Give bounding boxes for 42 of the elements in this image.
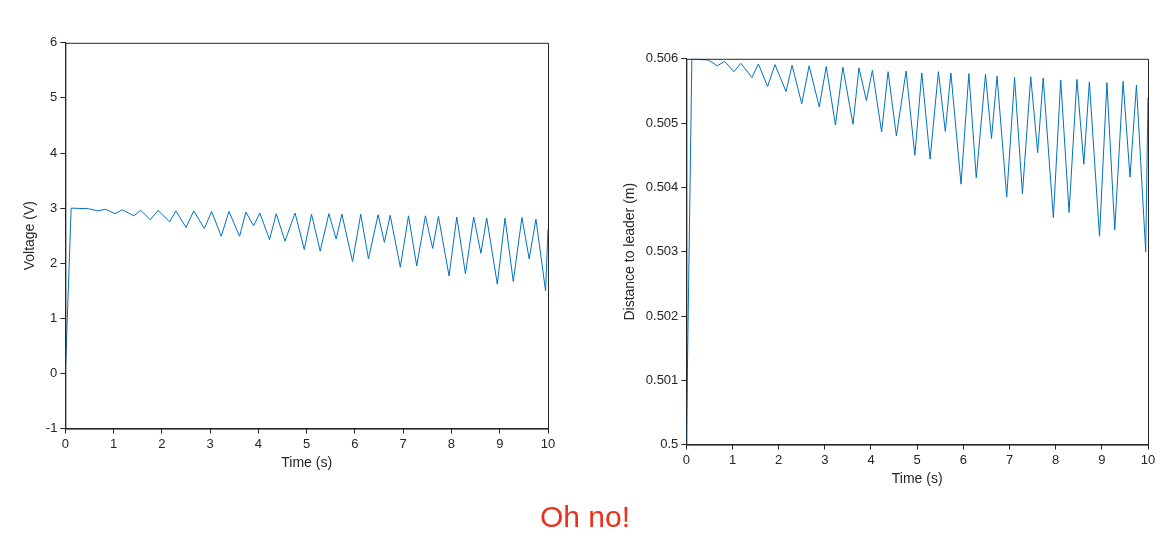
- x-tick-label: 7: [399, 435, 407, 451]
- y-tick-label: 5: [50, 89, 58, 105]
- x-axis-title: Time (s): [281, 454, 333, 471]
- y-tick-label: 4: [50, 144, 58, 160]
- y-tick-label: 0.501: [645, 371, 679, 387]
- y-axis-title: Voltage (V): [21, 201, 38, 271]
- x-tick-label: 4: [254, 435, 263, 451]
- x-tick-label: 0: [682, 451, 690, 467]
- x-tick-label: 2: [158, 435, 166, 451]
- x-tick-label: 9: [496, 435, 504, 451]
- y-tick-label: 0.506: [645, 50, 679, 66]
- y-tick-label: 1: [50, 309, 58, 325]
- y-tick-label: 0.5: [660, 436, 679, 452]
- y-tick-label: 0: [50, 365, 58, 381]
- x-tick-label: 2: [775, 451, 783, 467]
- y-tick-label: 2: [50, 254, 58, 270]
- x-tick-label: 10: [540, 435, 556, 451]
- x-tick-label: 5: [913, 451, 921, 467]
- x-axis-title: Time (s): [891, 470, 943, 487]
- x-tick-label: 10: [1140, 451, 1156, 467]
- x-tick-label: 3: [821, 451, 829, 467]
- y-axis-title: Distance to leader (m): [621, 182, 638, 321]
- x-tick-label: 4: [867, 451, 875, 467]
- x-tick-label: 8: [447, 435, 456, 451]
- y-tick-label: 6: [50, 34, 58, 50]
- x-tick-label: 5: [303, 435, 311, 451]
- x-tick-label: 8: [1052, 451, 1060, 467]
- x-tick-label: 7: [1005, 451, 1014, 467]
- x-tick-label: 9: [1098, 451, 1106, 467]
- x-tick-label: 0: [61, 435, 69, 451]
- y-tick-label: -1: [45, 420, 58, 436]
- x-tick-label: 1: [110, 435, 118, 451]
- y-tick-label: 0.502: [645, 307, 679, 323]
- x-tick-label: 3: [206, 435, 214, 451]
- y-tick-label: 0.505: [645, 114, 679, 130]
- x-tick-label: 6: [959, 451, 967, 467]
- y-tick-label: 0.504: [645, 178, 679, 194]
- text: Oh no!: [539, 500, 631, 533]
- x-tick-label: 6: [351, 435, 359, 451]
- x-tick-label: 1: [728, 451, 737, 467]
- y-tick-label: 3: [50, 199, 58, 215]
- y-tick-label: 0.503: [645, 243, 679, 259]
